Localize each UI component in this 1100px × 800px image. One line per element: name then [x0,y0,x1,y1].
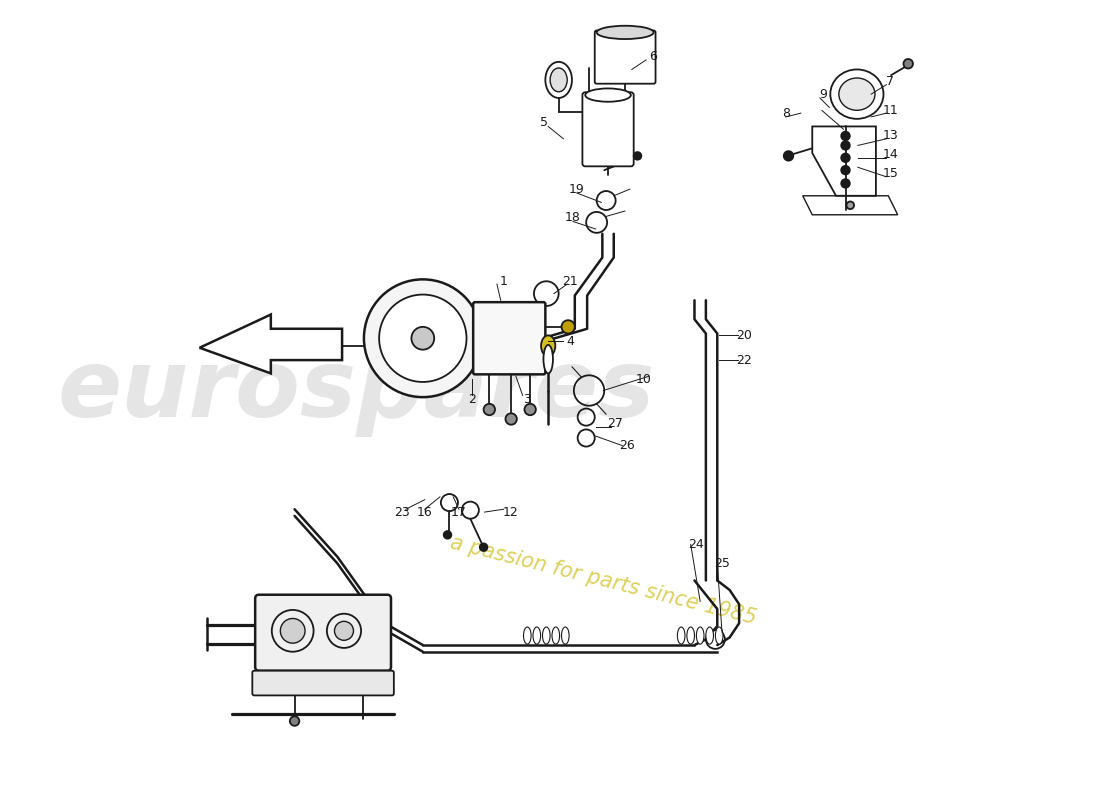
Circle shape [444,324,455,334]
FancyBboxPatch shape [255,594,390,670]
Ellipse shape [696,627,704,644]
Ellipse shape [715,627,723,644]
Text: 16: 16 [417,506,432,518]
Text: 26: 26 [619,439,635,452]
Circle shape [634,152,641,160]
Circle shape [903,59,913,69]
Ellipse shape [686,627,694,644]
Text: 11: 11 [882,104,898,117]
Circle shape [289,716,299,726]
Circle shape [842,132,850,140]
Text: 5: 5 [540,116,549,129]
Text: 25: 25 [714,557,730,570]
Text: 20: 20 [736,329,751,342]
Circle shape [280,618,305,643]
Text: 22: 22 [736,354,751,366]
Ellipse shape [543,345,553,374]
Polygon shape [199,314,342,374]
Ellipse shape [550,68,568,92]
Circle shape [411,327,434,350]
FancyBboxPatch shape [595,30,656,84]
Circle shape [379,294,466,382]
FancyBboxPatch shape [473,302,546,374]
Ellipse shape [706,627,714,644]
Circle shape [842,141,850,150]
Circle shape [328,340,339,351]
Ellipse shape [830,70,883,119]
Text: 21: 21 [562,274,578,288]
Circle shape [525,404,536,415]
Ellipse shape [678,627,685,644]
Text: 27: 27 [607,418,623,430]
Ellipse shape [534,627,540,644]
Circle shape [842,154,850,162]
Circle shape [443,531,451,538]
Text: 23: 23 [394,506,410,518]
Text: 9: 9 [820,88,827,101]
Circle shape [561,320,575,334]
Text: 13: 13 [882,130,898,142]
Circle shape [390,324,400,334]
Text: 4: 4 [566,334,574,348]
Ellipse shape [596,26,653,39]
Text: 18: 18 [565,211,581,224]
Circle shape [418,305,428,315]
Text: 6: 6 [649,50,657,62]
Circle shape [334,622,353,640]
Circle shape [784,151,793,161]
Text: 15: 15 [882,167,898,181]
Circle shape [434,356,444,366]
Ellipse shape [585,89,630,102]
Text: 1: 1 [499,274,507,288]
Circle shape [842,166,850,174]
Circle shape [480,543,487,551]
Circle shape [364,279,482,397]
Text: 7: 7 [887,75,894,88]
Text: 24: 24 [689,538,704,551]
Ellipse shape [839,78,875,110]
Ellipse shape [546,62,572,98]
Text: 2: 2 [469,394,476,406]
Text: 17: 17 [451,506,466,518]
Circle shape [484,404,495,415]
FancyBboxPatch shape [252,670,394,695]
Ellipse shape [524,627,531,644]
Text: 12: 12 [503,506,518,518]
Text: 3: 3 [524,394,531,406]
Circle shape [847,202,854,209]
Text: 14: 14 [882,149,898,162]
FancyBboxPatch shape [582,92,634,166]
Text: 10: 10 [636,373,651,386]
Text: a passion for parts since 1985: a passion for parts since 1985 [448,533,759,628]
Ellipse shape [541,335,556,356]
Text: 19: 19 [569,182,584,196]
Ellipse shape [542,627,550,644]
Ellipse shape [552,627,560,644]
Circle shape [506,414,517,425]
Circle shape [842,179,850,188]
Text: 8: 8 [782,106,790,120]
Circle shape [400,356,411,366]
Text: eurospares: eurospares [57,345,656,437]
Ellipse shape [561,627,569,644]
